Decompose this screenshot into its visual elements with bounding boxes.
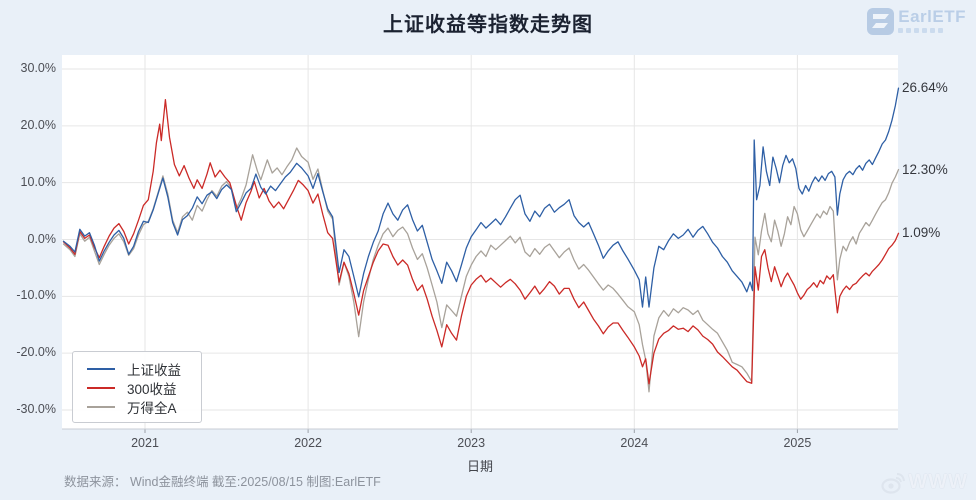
legend-item-winda: 万得全A (73, 397, 201, 416)
watermark-text: WWW (908, 471, 968, 493)
series-line-300收益 (62, 99, 900, 385)
legend-label-winda: 万得全A (127, 400, 177, 416)
brand-text: EarlETF (898, 8, 966, 33)
y-tick-label: -30.0% (16, 401, 56, 416)
x-tick-label: 2021 (131, 436, 159, 450)
legend-label-300: 300收益 (127, 381, 177, 397)
x-tick-label: 2022 (294, 436, 322, 450)
legend-label-sse: 上证收益 (127, 362, 181, 378)
brand-subtitle-marks (898, 28, 966, 33)
x-tick-label: 2024 (620, 436, 649, 450)
data-source-note: 数据来源： Wind金融终端 截至:2025/08/15 制图:EarlETF (64, 475, 381, 489)
end-value-label: 26.64% (902, 80, 948, 96)
weibo-watermark: WWW (881, 471, 968, 494)
x-tick-label: 2023 (457, 436, 486, 450)
legend-item-300: 300收益 (73, 378, 201, 397)
x-axis-title: 日期 (467, 459, 494, 474)
series-line-万得全A (62, 147, 900, 393)
legend-swatch-300 (87, 386, 115, 389)
legend-swatch-winda (87, 405, 115, 408)
lightning-e-glyph (872, 14, 890, 28)
y-tick-label: -20.0% (16, 345, 56, 360)
earletf-logo-icon (867, 8, 895, 35)
y-tick-label: 20.0% (20, 117, 56, 132)
legend: 上证收益 300收益 万得全A (72, 351, 202, 423)
brand-name: EarlETF (898, 7, 966, 26)
legend-item-sse: 上证收益 (73, 359, 201, 378)
legend-swatch-sse (87, 367, 115, 370)
series-line-上证收益 (62, 87, 900, 308)
y-tick-label: 10.0% (20, 174, 56, 189)
page-title: 上证收益等指数走势图 (383, 14, 593, 36)
y-tick-label: -10.0% (16, 288, 56, 303)
weibo-eye-icon (881, 472, 906, 494)
end-value-label: 12.30% (902, 161, 948, 177)
y-tick-label: 30.0% (20, 61, 56, 75)
end-value-label: 1.09% (902, 225, 941, 241)
x-tick-label: 2025 (783, 436, 812, 450)
brand-logo: EarlETF (867, 8, 966, 35)
y-tick-label: 0.0% (27, 231, 57, 246)
